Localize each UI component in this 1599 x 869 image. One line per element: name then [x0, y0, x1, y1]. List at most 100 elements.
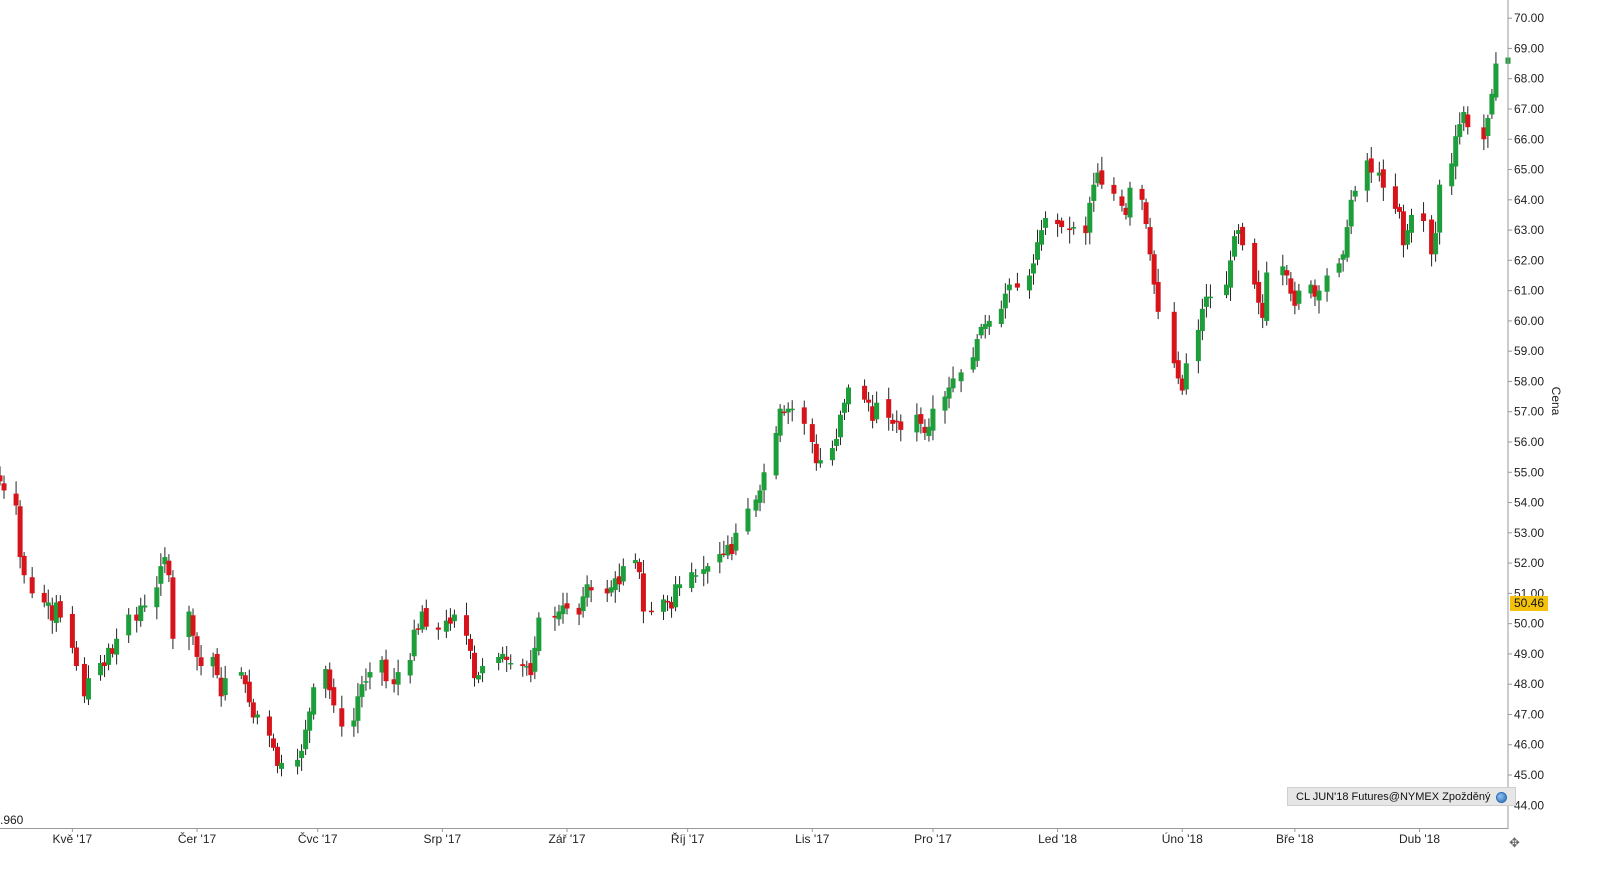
candle-body-down [447, 617, 453, 624]
candle-body-down [866, 399, 872, 403]
candle-body-down [669, 601, 675, 609]
candle-body-up [1340, 254, 1346, 260]
candle [914, 403, 920, 442]
candle [166, 554, 172, 583]
candle [813, 434, 819, 471]
candle [677, 576, 683, 596]
candle-body-down [331, 687, 337, 706]
candle [817, 447, 823, 468]
candle [520, 658, 526, 677]
candle [745, 498, 751, 535]
candle-body-up [829, 448, 835, 461]
candle [1175, 351, 1181, 385]
candle [1376, 161, 1382, 182]
candle [480, 658, 486, 683]
y-tick-label: 49.00 [1514, 647, 1544, 661]
candle-body-up [1207, 296, 1213, 299]
candle-body-up [846, 387, 852, 405]
candle-body-up [705, 566, 711, 572]
candle-body-down [636, 562, 642, 573]
candle [1179, 374, 1185, 395]
candle [407, 653, 413, 684]
candle [391, 667, 397, 693]
y-tick-label: 68.00 [1514, 72, 1544, 86]
candle-body-down [41, 592, 47, 603]
candle [733, 523, 739, 556]
candle [632, 553, 638, 569]
candle-body-down [423, 608, 429, 627]
candle [1408, 208, 1414, 243]
candle-body-up [1461, 112, 1467, 124]
candle-body-up [1002, 293, 1008, 309]
candle [886, 387, 892, 431]
candle [363, 668, 369, 691]
candle [198, 645, 204, 676]
candle [1224, 271, 1230, 299]
candle-body-down [1155, 282, 1161, 312]
candle [584, 575, 590, 607]
candle-body-down [640, 573, 646, 612]
candle-body-up [359, 684, 365, 697]
candle [1151, 250, 1157, 294]
candle-body-up [1224, 284, 1230, 296]
x-tick-label: Úno '18 [1162, 831, 1203, 846]
y-tick-label: 44.00 [1514, 798, 1544, 812]
candle-body-down [1429, 219, 1435, 255]
x-tick-label: Dub '18 [1399, 832, 1440, 846]
candle [1006, 278, 1012, 303]
candle [1002, 283, 1008, 319]
instrument-legend[interactable]: CL JUN'18 Futures@NYMEX Zpožděný [1287, 787, 1516, 806]
candle [693, 568, 699, 583]
candle [266, 710, 272, 748]
candle-body-up [1095, 172, 1101, 184]
candle [447, 608, 453, 631]
candle [134, 606, 140, 633]
candle [379, 656, 385, 686]
candle [41, 584, 47, 608]
candle-body-down [1171, 311, 1177, 364]
candle [552, 606, 558, 631]
y-tick-label: 56.00 [1514, 435, 1544, 449]
candle-body-up [210, 656, 216, 667]
candle-body-down [57, 601, 63, 618]
candle [524, 660, 530, 676]
candle [942, 391, 948, 424]
candle-body-up [238, 672, 244, 676]
candle [560, 592, 566, 624]
candle-body-down [576, 607, 582, 615]
candle [1055, 213, 1061, 237]
candle [1308, 280, 1314, 299]
candle [1, 475, 7, 499]
candle [383, 649, 389, 689]
candle [665, 595, 671, 612]
candle [705, 563, 711, 584]
candle [785, 402, 791, 425]
candle [608, 580, 614, 597]
y-tick-label: 59.00 [1514, 344, 1544, 358]
candle [1067, 216, 1073, 244]
candle-body-up [311, 687, 317, 715]
candle [874, 391, 880, 424]
candle [898, 414, 904, 442]
x-tick-label: Srp '17 [424, 832, 462, 846]
candle [1203, 284, 1209, 318]
candle [978, 323, 984, 339]
y-tick-label: 53.00 [1514, 526, 1544, 540]
candle-body-up [500, 653, 506, 660]
y-tick-label: 45.00 [1514, 768, 1544, 782]
candle-body-up [45, 602, 51, 606]
plus-icon[interactable]: ✥ [1509, 835, 1520, 850]
candle-body-down [250, 702, 256, 718]
candle-body-up [363, 681, 369, 683]
candle-body-up [367, 672, 373, 678]
candle [138, 597, 144, 627]
candle-body-up [496, 656, 502, 664]
candle-body-up [817, 460, 823, 464]
candle-body-down [1123, 207, 1129, 215]
candle-body-up [186, 611, 192, 637]
candle-body-down [214, 653, 220, 676]
candle-body-down [781, 411, 787, 414]
candle-body-up [222, 678, 228, 696]
candle-body-up [508, 663, 514, 665]
candle [1380, 159, 1386, 201]
